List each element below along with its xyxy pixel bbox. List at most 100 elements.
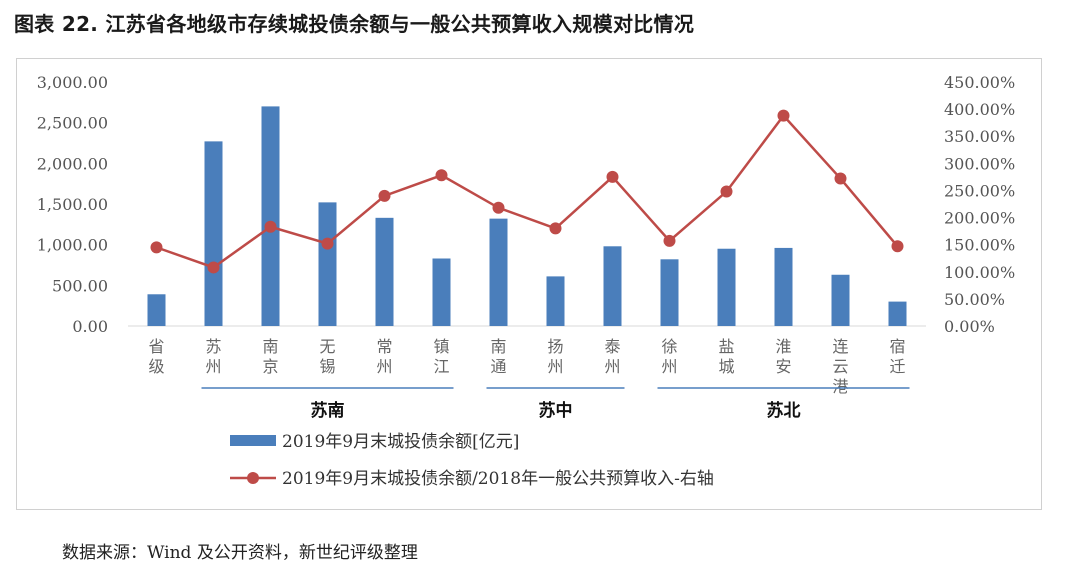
group-label: 苏南: [311, 400, 345, 421]
left-axis-tick-label: 500.00: [52, 276, 108, 295]
category-label-char: 连: [832, 337, 848, 356]
right-axis-tick-label: 0.00%: [944, 317, 995, 336]
group-label: 苏北: [767, 400, 801, 421]
bar-南京: [261, 106, 280, 327]
ratio-point-省级: [150, 241, 163, 254]
ratio-point-无锡: [321, 237, 334, 250]
category-label-char: 省: [148, 337, 164, 356]
category-label: 南通: [490, 337, 506, 376]
category-label: 宿迁: [889, 337, 905, 376]
ratio-point-南通: [492, 201, 505, 214]
category-label-char: 迁: [889, 357, 905, 376]
category-label-char: 江: [433, 357, 449, 376]
bar-省级: [147, 294, 166, 326]
ratio-point-镇江: [435, 169, 448, 182]
category-label: 南京: [262, 337, 278, 376]
category-label: 省级: [148, 337, 164, 376]
category-label-char: 城: [718, 357, 734, 376]
right-axis-tick-label: 400.00%: [944, 100, 1015, 119]
category-label: 无锡: [319, 337, 335, 376]
ratio-point-常州: [378, 189, 391, 202]
right-axis-tick-label: 200.00%: [944, 209, 1015, 228]
bar-连云港: [831, 274, 850, 326]
right-axis-tick-label: 50.00%: [944, 290, 1005, 309]
category-label-char: 州: [205, 357, 221, 376]
ratio-point-南京: [264, 220, 277, 233]
category-label-char: 南: [490, 337, 506, 356]
bar-扬州: [546, 276, 565, 326]
left-axis-tick-label: 1,500.00: [37, 195, 108, 214]
category-label-char: 港: [832, 377, 848, 396]
category-label: 泰州: [604, 337, 620, 376]
category-label-char: 无: [319, 337, 335, 356]
bar-无锡: [318, 202, 337, 326]
right-axis-tick-label: 350.00%: [944, 127, 1015, 146]
category-label-char: 南: [262, 337, 278, 356]
category-label: 盐城: [718, 337, 734, 376]
category-label-char: 苏: [205, 337, 221, 356]
category-label-char: 安: [775, 357, 791, 376]
category-label-char: 级: [148, 357, 164, 376]
bar-徐州: [660, 259, 679, 326]
ratio-point-淮安: [777, 109, 790, 122]
category-label-char: 京: [262, 357, 278, 376]
bar-南通: [489, 218, 508, 326]
category-label-char: 州: [604, 357, 620, 376]
right-axis-tick-label: 300.00%: [944, 154, 1015, 173]
legend-bar-swatch: [230, 435, 276, 446]
category-label-char: 扬: [547, 337, 563, 356]
category-label: 镇江: [433, 337, 449, 376]
category-label-char: 淮: [775, 337, 791, 356]
right-axis-tick-label: 150.00%: [944, 236, 1015, 255]
right-axis-tick-label: 250.00%: [944, 181, 1015, 200]
category-label: 连云港: [832, 337, 848, 396]
ratio-point-盐城: [720, 185, 733, 198]
category-label-char: 锡: [319, 357, 335, 376]
ratio-point-扬州: [549, 222, 562, 235]
category-label: 徐州: [661, 337, 677, 376]
bar-镇江: [432, 258, 451, 326]
category-label: 常州: [376, 337, 392, 376]
ratio-point-宿迁: [891, 240, 904, 253]
category-label-char: 云: [832, 357, 848, 376]
category-label: 扬州: [547, 337, 563, 376]
category-label-char: 通: [490, 357, 506, 376]
ratio-point-徐州: [663, 234, 676, 247]
left-axis-tick-label: 0.00: [72, 317, 108, 336]
category-label-char: 常: [376, 337, 392, 356]
bar-泰州: [603, 246, 622, 326]
legend-bar-label: 2019年9月末城投债余额[亿元]: [282, 432, 519, 452]
right-axis-tick-label: 450.00%: [944, 73, 1015, 92]
left-axis-tick-label: 3,000.00: [37, 73, 108, 92]
bar-苏州: [204, 141, 223, 326]
category-label-char: 徐: [661, 337, 677, 356]
legend-line-label: 2019年9月末城投债余额/2018年一般公共预算收入-右轴: [282, 469, 714, 489]
category-label-char: 盐: [718, 337, 734, 356]
left-axis-tick-label: 1,000.00: [37, 236, 108, 255]
category-label-char: 镇: [433, 337, 449, 356]
category-label-char: 州: [376, 357, 392, 376]
left-axis-tick-label: 2,500.00: [37, 114, 108, 133]
chart-frame: [16, 58, 1042, 510]
ratio-line: [156, 113, 899, 269]
bar-宿迁: [888, 301, 907, 326]
group-label: 苏中: [539, 400, 573, 421]
legend-line-marker: [247, 472, 259, 484]
category-label-char: 州: [661, 357, 677, 376]
bar-盐城: [717, 248, 736, 326]
category-label-char: 州: [547, 357, 563, 376]
category-label: 苏州: [205, 337, 221, 376]
category-label-char: 泰: [604, 337, 620, 356]
figure-title: 图表 22. 江苏省各地级市存续城投债余额与一般公共预算收入规模对比情况: [14, 12, 695, 36]
data-source-note: 数据来源：Wind 及公开资料，新世纪评级整理: [62, 543, 418, 563]
left-axis-tick-label: 2,000.00: [37, 154, 108, 173]
bar-淮安: [774, 247, 793, 326]
category-label-char: 宿: [889, 337, 905, 356]
category-label: 淮安: [775, 337, 791, 376]
right-axis-tick-label: 100.00%: [944, 263, 1015, 282]
ratio-point-苏州: [207, 261, 220, 274]
ratio-point-泰州: [606, 170, 619, 183]
bar-常州: [375, 217, 394, 326]
ratio-point-连云港: [834, 172, 847, 185]
